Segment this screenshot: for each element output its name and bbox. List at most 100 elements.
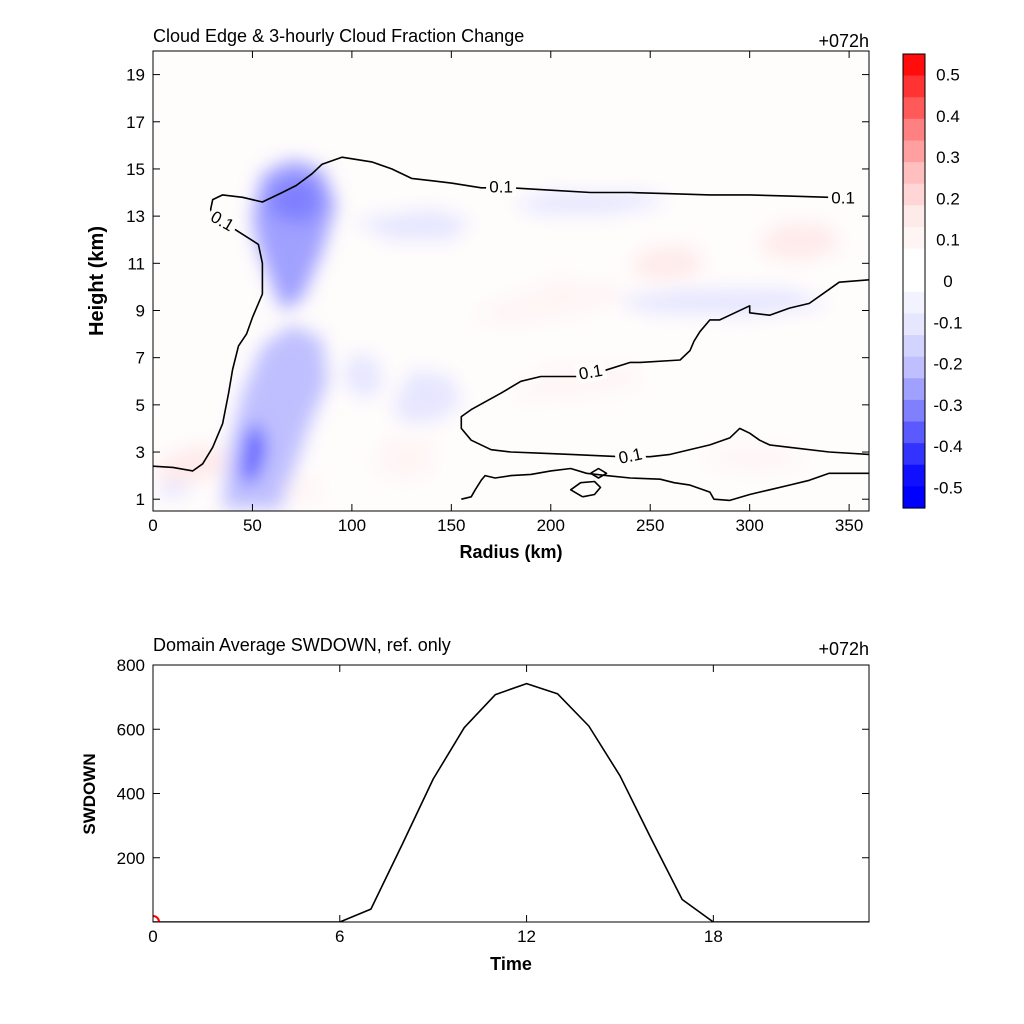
colorbar-frame — [902, 53, 926, 509]
colorbar-band — [903, 443, 925, 466]
colorbar-band — [903, 97, 925, 120]
line-x-ticks: 0 6 12 18 — [148, 665, 723, 946]
anomaly-patch — [610, 289, 830, 316]
colorbar-band — [903, 356, 925, 379]
contour-x-ticks: 0 50 100 150 200 250 300 350 — [148, 51, 863, 535]
y-tick-label: 9 — [136, 301, 145, 320]
colorbar-tick-label: 0.2 — [936, 190, 960, 209]
contour-line — [590, 467, 608, 479]
y-tick-label: 5 — [136, 396, 145, 415]
y-tick-label: 15 — [126, 160, 145, 179]
colorbar-band — [903, 118, 925, 142]
colorbar: 0.5 0.4 0.3 0.2 0.1 0 -0.1 -0.2 -0.3 -0.4 -0.5 — [902, 53, 963, 509]
y-tick-label: 17 — [126, 113, 145, 132]
colorbar-tick-label: -0.1 — [933, 313, 962, 332]
x-tick-label: 6 — [335, 927, 344, 946]
contour-label: 0.1 — [574, 359, 608, 385]
contour-time-label: +072h — [818, 31, 869, 51]
anomaly-patch — [153, 480, 193, 497]
colorbar-band — [903, 378, 925, 401]
colorbar-band — [903, 486, 925, 509]
line-panel: Domain Average SWDOWN, ref. only +072h 0… — [80, 635, 870, 974]
x-tick-label: 50 — [243, 516, 262, 535]
colorbar-ticks: 0.5 0.4 0.3 0.2 0.1 0 -0.1 -0.2 -0.3 -0.4 -0.5 — [933, 66, 962, 498]
anomaly-patch — [351, 209, 472, 240]
x-tick-label: 200 — [537, 516, 565, 535]
cloud-fraction-fill — [153, 159, 840, 509]
contour-label: 0.1 — [613, 442, 648, 469]
contour-plot-area: 0.10.10.10.10.1 — [152, 50, 870, 512]
contour-y-label: Height (km) — [86, 226, 108, 336]
swdown-series — [153, 682, 869, 922]
colorbar-tick-label: 0.4 — [936, 107, 960, 126]
anomaly-patch — [240, 421, 267, 486]
colorbar-tick-label: -0.3 — [933, 396, 962, 415]
anomaly-patch — [759, 223, 840, 261]
colorbar-band — [903, 226, 925, 250]
y-tick-label: 800 — [117, 656, 145, 675]
colorbar-band — [903, 248, 925, 271]
svg-text:0.1: 0.1 — [831, 188, 855, 207]
colorbar-tick-label: 0.1 — [936, 231, 960, 250]
anomaly-patch — [371, 435, 432, 481]
line-x-label: Time — [490, 954, 532, 974]
colorbar-band — [903, 464, 925, 487]
contour-label: 0.1 — [486, 176, 517, 197]
colorbar-tick-label: 0 — [943, 272, 952, 291]
y-tick-label: 19 — [126, 66, 145, 85]
line-plot-area — [152, 664, 870, 923]
colorbar-band — [903, 335, 925, 358]
colorbar-tick-label: -0.4 — [933, 437, 962, 456]
line-title: Domain Average SWDOWN, ref. only — [153, 635, 451, 655]
anomaly-patch — [391, 369, 462, 424]
anomaly-patch — [699, 447, 806, 471]
svg-text:0.1: 0.1 — [617, 444, 644, 467]
colorbar-band — [903, 54, 925, 77]
x-tick-label: 350 — [835, 516, 863, 535]
y-tick-label: 200 — [117, 849, 145, 868]
colorbar-tick-label: 0.5 — [936, 66, 960, 85]
colorbar-tick-label: -0.5 — [933, 478, 962, 497]
contour-line — [153, 156, 840, 472]
svg-text:0.1: 0.1 — [489, 178, 513, 197]
anomaly-patch — [262, 178, 324, 224]
x-tick-label: 250 — [636, 516, 664, 535]
contour-frame — [152, 50, 870, 512]
x-tick-label: 150 — [437, 516, 465, 535]
y-tick-label: 13 — [126, 207, 145, 226]
contour-x-label: Radius (km) — [459, 542, 562, 562]
x-tick-label: 100 — [338, 516, 366, 535]
colorbar-band — [903, 205, 925, 228]
contour-labels: 0.10.10.10.10.1 — [204, 176, 859, 469]
y-tick-label: 600 — [117, 720, 145, 739]
swdown-line — [153, 682, 869, 922]
anomaly-patch — [153, 444, 229, 483]
contour-panel: Cloud Edge & 3-hourly Cloud Fraction Cha… — [86, 26, 963, 562]
x-tick-label: 0 — [148, 516, 157, 535]
contour-title: Cloud Edge & 3-hourly Cloud Fraction Cha… — [153, 26, 524, 46]
colorbar-band — [903, 313, 925, 336]
x-tick-label: 0 — [148, 927, 157, 946]
colorbar-band — [903, 162, 925, 185]
line-time-label: +072h — [818, 639, 869, 659]
contour-line — [569, 480, 602, 498]
contour-label: 0.1 — [828, 187, 859, 208]
y-tick-label: 400 — [117, 785, 145, 804]
colorbar-tick-label: 0.3 — [936, 148, 960, 167]
anomaly-patch — [341, 352, 384, 401]
x-tick-label: 12 — [517, 927, 536, 946]
contour-line — [461, 467, 869, 502]
colorbar-band — [903, 140, 925, 163]
colorbar-band — [903, 270, 925, 293]
cloud-edge-contours — [153, 156, 869, 502]
colorbar-band — [903, 421, 925, 444]
anomaly-patch — [630, 246, 706, 280]
x-tick-label: 300 — [735, 516, 763, 535]
anomaly-patch — [471, 282, 631, 325]
anomaly-patch — [511, 367, 641, 401]
svg-text:0.1: 0.1 — [577, 361, 604, 384]
colorbar-band — [903, 75, 925, 98]
line-y-label: SWDOWN — [80, 753, 99, 834]
